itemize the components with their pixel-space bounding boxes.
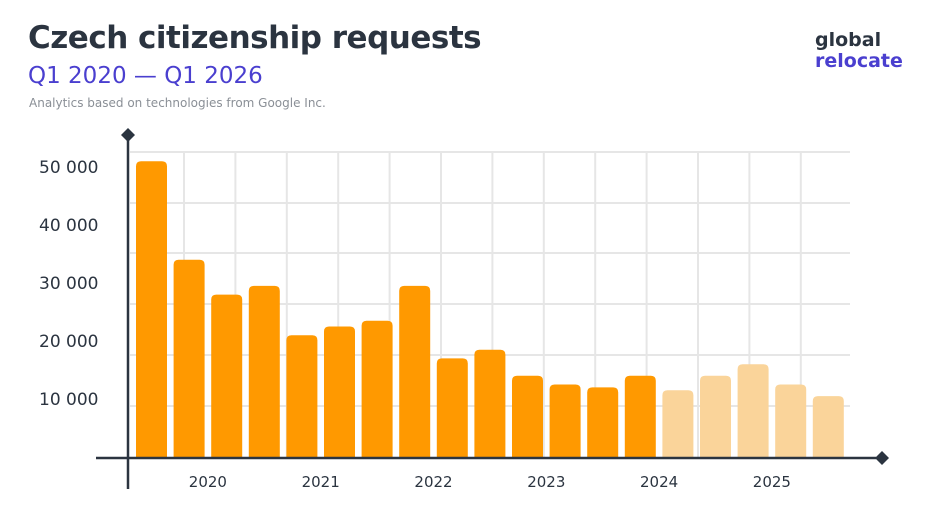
logo-line-global: global <box>815 29 882 51</box>
x-tick-label: 2024 <box>640 473 678 491</box>
bar <box>248 285 280 457</box>
bar <box>624 375 656 457</box>
x-tick-label: 2022 <box>414 473 452 491</box>
y-axis-arrow-marker <box>121 128 135 142</box>
bar <box>286 335 318 457</box>
bar <box>436 358 468 457</box>
y-tick-label: 10 000 <box>39 390 98 410</box>
bar <box>324 326 355 457</box>
chart-subtitle: Q1 2020 — Q1 2026 <box>28 63 263 89</box>
bar <box>512 375 543 457</box>
logo-line-relocate: relocate <box>815 50 903 72</box>
bar <box>474 349 506 457</box>
source-note: Analytics based on technologies from Goo… <box>29 96 326 110</box>
bar-forecast <box>662 390 694 457</box>
bar <box>399 285 431 457</box>
bar <box>361 320 393 457</box>
chart-axes <box>96 128 889 489</box>
y-tick-label: 40 000 <box>39 216 98 236</box>
x-tick-label: 2020 <box>189 473 227 491</box>
y-axis-ticks: 10 000 20 000 30 000 40 000 50 000 <box>39 158 98 410</box>
chart-title: Czech citizenship requests <box>28 20 482 56</box>
x-tick-label: 2023 <box>527 473 565 491</box>
bar-forecast <box>700 375 731 457</box>
brand-logo: global relocate <box>815 30 903 72</box>
bar-forecast <box>812 396 844 457</box>
bar <box>136 161 167 457</box>
bar <box>173 259 205 457</box>
x-tick-label: 2025 <box>753 473 791 491</box>
bar <box>549 384 581 457</box>
y-tick-label: 30 000 <box>39 274 98 294</box>
x-axis-ticks: 2020 2021 2022 2023 2024 2025 <box>189 473 791 491</box>
bar <box>211 294 243 457</box>
bar-forecast <box>775 384 807 457</box>
bar-forecast <box>737 364 769 457</box>
y-tick-label: 50 000 <box>39 158 98 178</box>
bar <box>587 387 619 457</box>
y-tick-label: 20 000 <box>39 332 98 352</box>
chart-bars <box>136 161 844 457</box>
x-tick-label: 2021 <box>302 473 340 491</box>
x-axis-arrow-marker <box>875 451 889 465</box>
